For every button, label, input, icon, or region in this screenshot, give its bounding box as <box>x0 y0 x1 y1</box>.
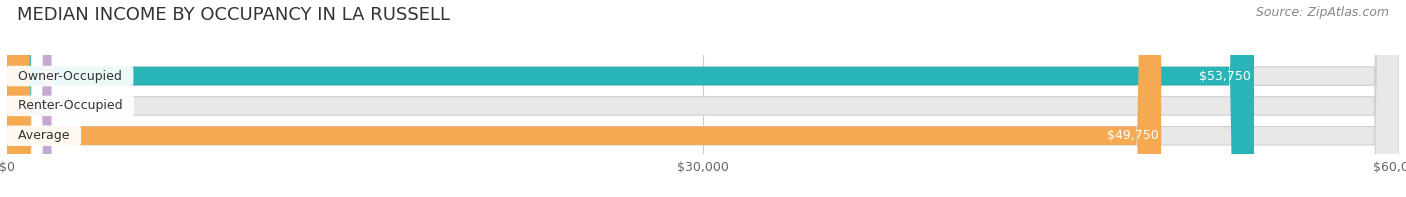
Text: MEDIAN INCOME BY OCCUPANCY IN LA RUSSELL: MEDIAN INCOME BY OCCUPANCY IN LA RUSSELL <box>17 6 450 24</box>
FancyBboxPatch shape <box>7 0 1254 197</box>
FancyBboxPatch shape <box>7 0 1399 197</box>
Text: Renter-Occupied: Renter-Occupied <box>10 99 131 112</box>
Text: $53,750: $53,750 <box>1199 70 1251 83</box>
Text: Owner-Occupied: Owner-Occupied <box>10 70 129 83</box>
Text: Source: ZipAtlas.com: Source: ZipAtlas.com <box>1256 6 1389 19</box>
FancyBboxPatch shape <box>7 0 52 197</box>
Text: $49,750: $49,750 <box>1107 129 1159 142</box>
FancyBboxPatch shape <box>7 0 1399 197</box>
FancyBboxPatch shape <box>7 0 1399 197</box>
Text: Average: Average <box>10 129 77 142</box>
FancyBboxPatch shape <box>7 0 1161 197</box>
Text: $0: $0 <box>69 99 84 112</box>
